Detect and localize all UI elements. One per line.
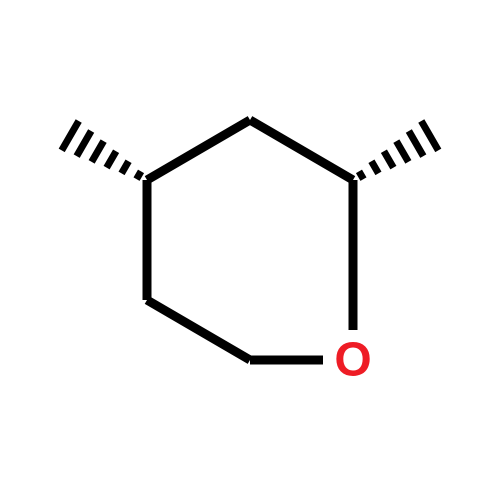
wedge-1-hash-1: [371, 161, 378, 173]
wedge-0-hash-3: [92, 141, 104, 162]
oxygen-label: O: [334, 334, 371, 387]
wedge-1-hash-0: [359, 171, 364, 179]
molecule-diagram: O: [0, 0, 500, 500]
wedge-1-hash-2: [384, 151, 394, 167]
bond-C5-C6: [147, 300, 250, 360]
wedge-1-hash-4: [409, 131, 424, 156]
wedge-1-hash-3: [396, 141, 408, 162]
wedge-0-hash-1: [122, 161, 129, 173]
bond-C3-C4: [147, 120, 250, 180]
bond-C2-C3: [250, 120, 353, 180]
wedge-0-hash-4: [77, 131, 92, 156]
wedge-0-hash-5: [62, 121, 79, 150]
wedge-1-hash-5: [421, 121, 438, 150]
wedge-0-hash-0: [137, 171, 142, 179]
wedge-0-hash-2: [107, 151, 117, 167]
